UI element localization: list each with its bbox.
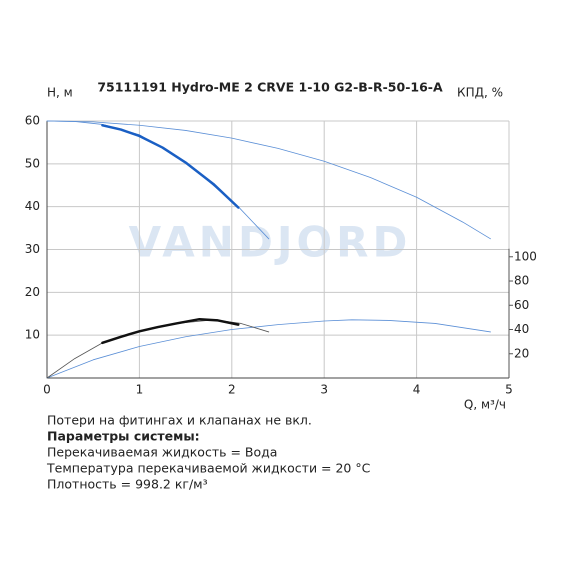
note: Потери на фитингах и клапанах не вкл. xyxy=(47,413,312,428)
y-tick-label: 60 xyxy=(25,114,40,128)
chart-title: 75111191 Hydro-ME 2 CRVE 1-10 G2-B-R-50-… xyxy=(97,80,443,95)
y-tick-label: 30 xyxy=(25,242,40,256)
note: Плотность = 998.2 кг/м³ xyxy=(47,477,208,492)
curve xyxy=(46,319,270,379)
note-heading: Параметры системы: xyxy=(47,429,200,444)
x-tick-label: 4 xyxy=(413,383,421,397)
note: Перекачиваемая жидкость = Вода xyxy=(47,445,277,460)
y2-tick-label: 80 xyxy=(514,274,529,288)
y2-tick-label: 40 xyxy=(514,322,529,336)
note: Температура перекачиваемой жидкости = 20… xyxy=(46,461,371,476)
x-tick-label: 3 xyxy=(320,383,328,397)
y2-tick-label: 60 xyxy=(514,298,529,312)
x-tick-label: 5 xyxy=(505,383,513,397)
y2-tick-label: 20 xyxy=(514,346,529,360)
y-tick-label: 20 xyxy=(25,285,40,299)
curve xyxy=(101,124,240,209)
x-tick-label: 0 xyxy=(43,383,51,397)
x-axis-label: Q, м³/ч xyxy=(464,398,506,412)
curve xyxy=(46,120,491,240)
watermark: VANDJORD xyxy=(129,218,412,267)
y2-tick-label: 100 xyxy=(514,249,537,263)
y-tick-label: 10 xyxy=(25,328,40,342)
x-tick-label: 2 xyxy=(228,383,236,397)
y-tick-label: 40 xyxy=(25,199,40,213)
curve xyxy=(46,319,491,379)
x-tick-label: 1 xyxy=(136,383,144,397)
y-axis-label: H, м xyxy=(47,86,73,100)
y-tick-label: 50 xyxy=(25,156,40,170)
curve xyxy=(101,317,240,345)
y2-axis-label: КПД, % xyxy=(457,86,503,100)
